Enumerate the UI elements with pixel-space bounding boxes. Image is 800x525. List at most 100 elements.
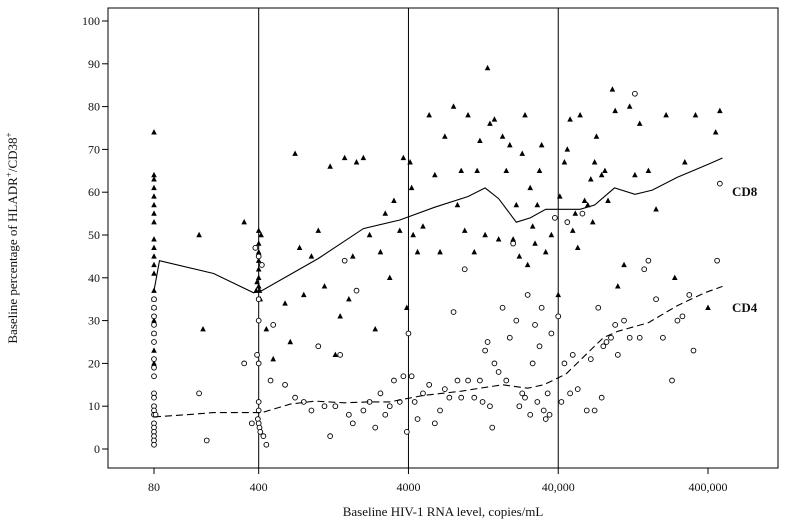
cd8-point [555, 291, 562, 298]
cd8-point [612, 107, 618, 114]
cd4-point [403, 429, 410, 435]
cd8-point [377, 248, 384, 255]
cd8-point [255, 274, 262, 280]
cd8-point [561, 159, 568, 165]
cd8-point [426, 111, 432, 118]
cd8-point [151, 347, 157, 353]
cd4-point [263, 441, 270, 448]
cd8-point [524, 261, 531, 268]
cd8-point [471, 248, 478, 255]
cd8-point [548, 231, 555, 238]
cd4-point [203, 437, 210, 444]
cd4-point [522, 394, 528, 401]
cd8-point [574, 244, 581, 251]
x-tick-label: 40,000 [542, 480, 575, 494]
cd8-point [151, 176, 157, 182]
cd4-point [151, 330, 157, 337]
cd4-point [255, 399, 262, 405]
cd4-series-label: CD4 [732, 300, 758, 315]
cd4-point [353, 287, 360, 294]
cd8-point [645, 167, 652, 173]
x-tick-label: 400,000 [689, 480, 728, 494]
cd4-point [608, 334, 614, 341]
cd4-point [446, 394, 453, 401]
cd4-point [536, 343, 543, 350]
cd4-point [151, 356, 157, 362]
y-tick-label: 20 [88, 356, 100, 370]
y-tick-label: 60 [88, 185, 100, 199]
cd4-point [621, 317, 627, 324]
cd4-point [484, 339, 491, 345]
cd8-point [474, 167, 480, 173]
cd8-point [432, 171, 438, 178]
cd8-point [602, 167, 608, 173]
cd4-point [614, 351, 621, 358]
cd8-point [404, 304, 410, 310]
cd4-point [391, 377, 397, 384]
cd8-point [391, 197, 397, 203]
x-axis: 80 400 4000 40,000 400,000 [148, 468, 728, 494]
cd8-point [593, 133, 600, 139]
cd4-point [151, 304, 157, 311]
cd4-point [255, 253, 262, 260]
cd8-point [513, 201, 520, 208]
cd8-point [151, 210, 157, 216]
cd4-point [591, 407, 598, 414]
cd8-point [241, 218, 247, 225]
cd4-point [641, 266, 648, 273]
cd8-point [605, 197, 611, 203]
cd4-point [583, 407, 590, 414]
cd8-point [414, 248, 421, 255]
cd8-point [454, 201, 461, 208]
cd4-point [524, 292, 531, 298]
cd8-point [621, 261, 627, 268]
cd8-point [682, 159, 688, 165]
cd8-point [341, 154, 348, 161]
cd4-point [405, 330, 412, 337]
cd8-point [499, 133, 506, 139]
cd4-point [567, 390, 573, 397]
cd4-point [454, 377, 461, 384]
cd4-point [506, 334, 513, 341]
cd8-point [151, 171, 157, 178]
cd4-point [241, 360, 248, 367]
cd4-point [690, 347, 697, 354]
cd8-series-label: CD8 [732, 184, 758, 199]
cd8-point [408, 184, 415, 191]
y-axis-title: Baseline percentage of HLADR+/CD38+ [4, 132, 20, 343]
cd8-point [484, 64, 491, 71]
cd8-point [458, 167, 465, 173]
cd8-point [300, 291, 307, 298]
cd4-point [255, 360, 262, 367]
cd8-point [292, 150, 298, 156]
cd4-point [255, 317, 262, 324]
cd4-point [420, 390, 426, 397]
cd4-point [516, 403, 523, 410]
cd4-point [414, 416, 421, 422]
cd8-point [516, 253, 523, 259]
cd4-point [151, 322, 157, 328]
cd4-point [561, 360, 568, 367]
cd8-point [712, 129, 719, 135]
cd8-point [196, 231, 202, 238]
cd8-point [542, 248, 549, 255]
cd8-point [151, 244, 157, 251]
cd4-point [558, 399, 565, 405]
cd8-point [495, 236, 502, 242]
cd4-point [489, 424, 496, 431]
cd4-point [282, 381, 288, 388]
cd4-point [151, 441, 157, 448]
cd4-point [260, 433, 267, 440]
cd8-point [200, 325, 206, 332]
cd8-point [337, 313, 343, 319]
cd8-point [705, 304, 711, 310]
cd4-point [717, 180, 723, 187]
y-tick-label: 80 [88, 100, 100, 114]
trend-lines [153, 157, 723, 418]
cd4-point [564, 219, 571, 226]
cd8-point [482, 231, 488, 238]
cd8-point [151, 218, 157, 225]
cd8-point [437, 248, 443, 255]
cd8-point [577, 111, 583, 118]
cd8-point [151, 129, 157, 135]
